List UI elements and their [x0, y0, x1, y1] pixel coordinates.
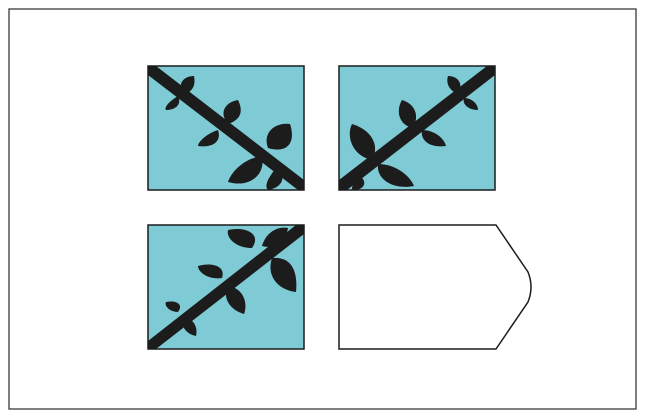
branch-top-right — [339, 66, 495, 190]
branch-bottom-left — [148, 225, 304, 349]
leaf — [182, 318, 197, 336]
leaf — [228, 156, 263, 184]
leaf — [225, 286, 246, 314]
outer-frame-border — [8, 8, 637, 410]
panel-bottom-left — [147, 224, 305, 350]
leaf — [165, 301, 181, 312]
branch-top-left — [148, 66, 304, 190]
leaf — [198, 264, 223, 279]
leaf — [463, 98, 478, 110]
leaf — [165, 96, 180, 110]
blank-answer-shape — [338, 224, 532, 350]
panel-top-right — [338, 65, 496, 191]
leaf — [377, 164, 414, 187]
panel-top-left — [147, 65, 305, 191]
leaf — [352, 176, 365, 190]
leaf — [180, 76, 195, 94]
leaf — [421, 130, 446, 147]
leaf — [349, 124, 376, 160]
leaf — [447, 76, 461, 94]
leaf — [198, 130, 219, 147]
branch-stem — [339, 66, 495, 190]
leaf — [223, 100, 241, 124]
branch-stem — [148, 66, 304, 190]
leaf — [398, 100, 417, 128]
leaf — [266, 168, 283, 190]
leaf — [262, 227, 288, 247]
leaf — [227, 228, 256, 248]
branch-stem — [148, 225, 304, 349]
leaf — [270, 257, 297, 292]
leaf — [266, 123, 292, 150]
